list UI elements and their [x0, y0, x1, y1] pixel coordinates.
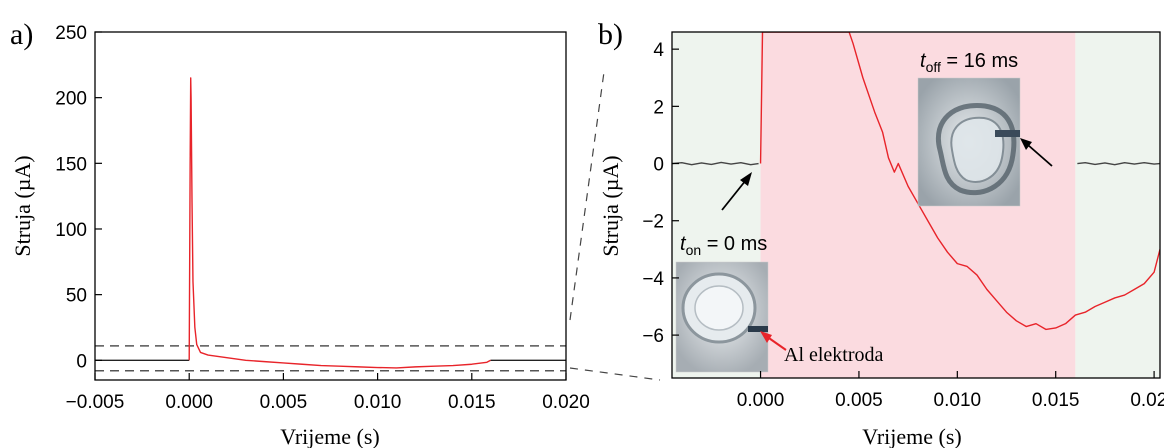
panel-a-frame	[94, 31, 567, 381]
x-tick-label-3: 0.015	[1032, 390, 1080, 411]
panel-b: b) 0.000 0.005 0.010 0.015 0.020 −6 −4 −2 0 2 4 V…	[598, 18, 1164, 448]
y-tick-label-2: −2	[642, 212, 664, 233]
arrow-t-off	[1020, 138, 1053, 167]
x-tick-label-3: 0.010	[354, 392, 402, 413]
panel-a-x-axis-label: Vrijeme (s)	[280, 424, 379, 448]
y-tick-label-1: 50	[66, 286, 87, 307]
y-tick-label-0: 0	[76, 351, 87, 372]
panel-b-frame	[671, 31, 1161, 379]
arrow-t-on	[721, 172, 752, 211]
annotation-t-on: ton = 0 ms	[680, 233, 767, 258]
x-tick-label-1: 0.000	[165, 392, 213, 413]
series-line-2	[1077, 161, 1160, 166]
panel-b-x-axis-label: Vrijeme (s)	[862, 424, 961, 448]
x-tick-label-0: 0.000	[737, 390, 785, 411]
x-tick-label-5: 0.020	[542, 392, 590, 413]
panel-b-y-axis-label: Struja (µA)	[598, 155, 623, 256]
y-tick-label-3: 0	[653, 155, 664, 176]
annotation-electrode: Al elektroda	[784, 344, 884, 366]
y-tick-label-1: −4	[642, 269, 664, 290]
zoom-connector-top	[569, 71, 605, 321]
series-line-0	[672, 161, 759, 166]
x-tick-label-4: 0.015	[448, 392, 496, 413]
panel-a-y-axis-label: Struja (µA)	[10, 155, 35, 256]
y-tick-label-3: 150	[55, 154, 87, 175]
shaded-region-2	[1075, 32, 1160, 378]
x-tick-label-1: 0.005	[835, 390, 883, 411]
panel-a-label: a)	[10, 18, 33, 51]
photo-inset-on	[675, 261, 769, 373]
panel-a: a) −0.005 0.000 0.005 0.010 0.015 0.020 0 50 10…	[10, 18, 590, 448]
arrow-electrode	[760, 331, 787, 351]
y-tick-label-2: 100	[55, 220, 87, 241]
y-tick-label-4: 200	[55, 89, 87, 110]
panel-b-label: b)	[598, 18, 623, 51]
y-tick-label-0: −6	[642, 326, 664, 347]
y-tick-label-5: 4	[653, 40, 664, 61]
x-tick-label-2: 0.005	[260, 392, 308, 413]
x-tick-label-0: −0.005	[66, 392, 125, 413]
x-tick-label-4: 0.020	[1130, 390, 1164, 411]
photo-inset-off	[917, 77, 1021, 207]
series-line-1	[188, 77, 491, 369]
y-tick-label-4: 2	[653, 97, 664, 118]
y-tick-label-5: 250	[55, 23, 87, 44]
zoom-connector-bottom	[569, 367, 661, 381]
x-tick-label-2: 0.010	[934, 390, 982, 411]
series-line-1	[759, 32, 1160, 331]
annotation-t-off: toff = 16 ms	[920, 50, 1018, 75]
